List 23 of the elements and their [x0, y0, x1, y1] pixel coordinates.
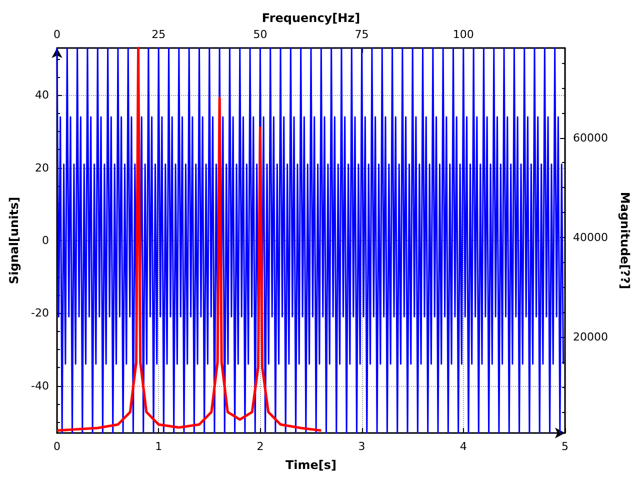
- y2-tick-label: 20000: [573, 330, 608, 344]
- x-tick-label: 5: [562, 440, 568, 453]
- x2-tick-label: 75: [354, 28, 369, 41]
- x-axis-title: Time[s]: [285, 458, 337, 472]
- y-tick-label: -20: [31, 306, 49, 320]
- y-tick-label: 40: [35, 88, 49, 102]
- y2-axis-title: Magnitude[??]: [618, 192, 632, 290]
- y-tick-label: 20: [35, 161, 49, 174]
- x-tick-label: 0: [54, 440, 60, 453]
- x2-axis-title: Frequency[Hz]: [262, 11, 360, 25]
- y2-tick-label: 40000: [573, 231, 608, 244]
- x-tick-label: 1: [155, 440, 162, 453]
- y-axis-title: Signal[units]: [7, 196, 22, 284]
- x2-tick-label: 0: [54, 28, 60, 41]
- x2-tick-label: 50: [253, 28, 268, 41]
- x2-tick-label: 100: [452, 28, 474, 41]
- x-tick-label: 3: [358, 440, 366, 453]
- x2-tick-label: 25: [152, 28, 166, 41]
- y2-tick-label: 60000: [573, 131, 608, 144]
- y-tick-label: -40: [31, 379, 49, 392]
- x-tick-label: 4: [460, 440, 467, 453]
- x-tick-label: 2: [256, 440, 264, 453]
- y-tick-label: 0: [42, 234, 49, 247]
